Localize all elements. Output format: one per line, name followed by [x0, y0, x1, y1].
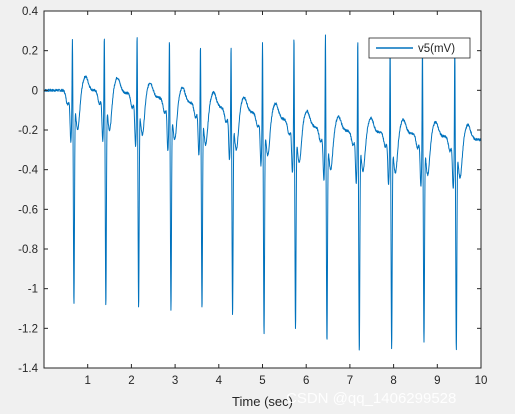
- y-tick-label: -0.6: [18, 204, 38, 216]
- y-tick-label: -0.8: [18, 244, 38, 256]
- y-tick-label: -0.4: [18, 165, 38, 177]
- y-tick-label: 0.4: [22, 6, 39, 18]
- plot-content: [43, 34, 482, 351]
- x-tick-label: 1: [84, 375, 90, 387]
- x-tick-label: 6: [303, 375, 309, 387]
- legend-box: [368, 37, 471, 59]
- x-tick-label: 8: [390, 375, 396, 387]
- x-tick-label: 7: [347, 375, 353, 387]
- legend: v5(mV): [368, 37, 471, 59]
- y-tick-label: -1.2: [18, 323, 38, 335]
- legend-series-label: v5(mV): [418, 43, 455, 55]
- y-tick-label: -1: [28, 284, 38, 296]
- x-tick-label: 5: [259, 375, 265, 387]
- x-tick-label: 4: [216, 375, 223, 387]
- watermark-text: CSDN @qq_1406299528: [286, 390, 456, 407]
- y-tick-label: 0.2: [22, 46, 38, 58]
- y-tick-label: -0.2: [18, 125, 38, 137]
- y-tick-label: 0: [32, 85, 38, 97]
- y-tick-label: -1.4: [18, 363, 38, 375]
- x-tick-label: 10: [475, 375, 488, 387]
- axis-ticks: 1 2 3 4 5 6 7 8 9 10 0.4 0.2 0 -0.2 -0.4 -0.6 -0.8 -1 -1.2…: [18, 6, 487, 387]
- series-line-v5: [43, 34, 482, 351]
- x-axis-label: Time (sec): [232, 394, 293, 409]
- x-tick-label: 9: [434, 375, 440, 387]
- x-tick-label: 3: [172, 375, 178, 387]
- x-tick-label: 2: [128, 375, 134, 387]
